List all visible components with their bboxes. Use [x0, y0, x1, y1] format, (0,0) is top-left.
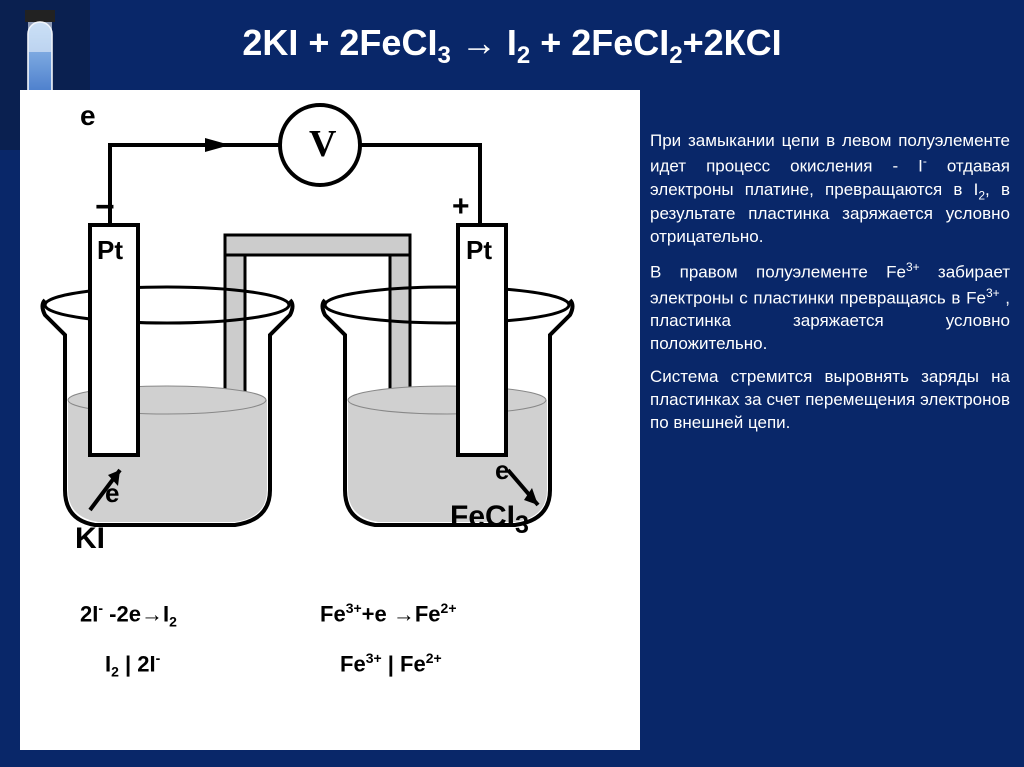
minus-sign: −	[95, 188, 115, 227]
left-solution-label: KI	[75, 522, 105, 556]
plus-sign: +	[452, 190, 470, 224]
electron-flow-label: е	[80, 100, 96, 132]
paragraph-1: При замыкании цепи в левом полуэлементе …	[650, 130, 1010, 249]
voltmeter-label: V	[309, 122, 336, 166]
left-electrode-label: Pt	[97, 235, 123, 266]
paragraph-3: Система стремится выровнять заряды на пл…	[650, 366, 1010, 435]
left-half-reaction: 2I- -2e→I2	[80, 600, 177, 630]
right-redox-pair: Fe3+ | Fe2+	[340, 650, 442, 677]
right-electrode-label: Pt	[466, 235, 492, 266]
paragraph-2: В правом полуэлементе Fe3+ забирает элек…	[650, 259, 1010, 356]
right-e-label: е	[495, 455, 509, 486]
left-redox-pair: I2 | 2I-	[105, 650, 160, 680]
right-solution-label: FeCI3	[450, 500, 529, 540]
equation-title: 2KI + 2FeCI3 → I2 + 2FeCI2+2КCI	[0, 22, 1024, 70]
description-text: При замыкании цепи в левом полуэлементе …	[650, 130, 1010, 445]
right-half-reaction: Fe3++e →Fe2+	[320, 600, 457, 627]
electrochemical-diagram: е V − + Pt Pt е е KI FeCI3 2I- -2e→I2 I2…	[20, 90, 640, 750]
left-e-label: е	[105, 478, 119, 509]
